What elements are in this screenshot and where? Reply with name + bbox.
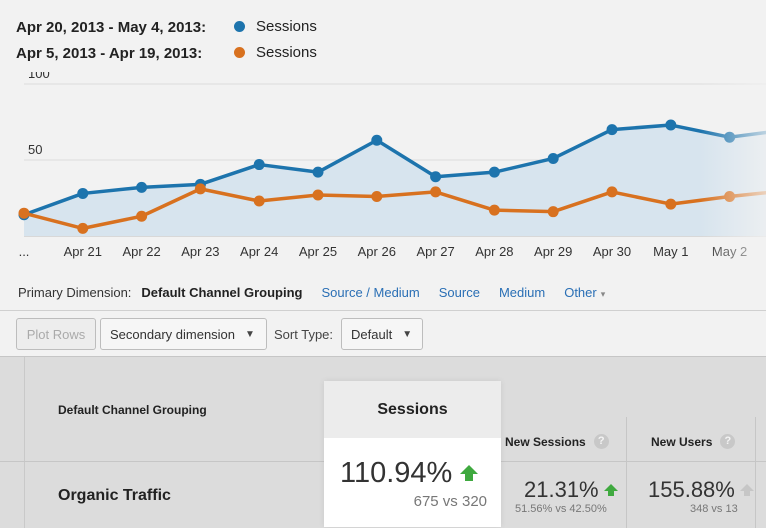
legend-range-previous: Apr 5, 2013 - Apr 19, 2013: [16, 44, 203, 62]
chevron-down-icon: ▾ [600, 289, 606, 299]
up-arrow-icon [460, 465, 479, 481]
sessions-column-highlight: Sessions 110.94% 675 vs 320 [324, 381, 501, 527]
dimension-source-link[interactable]: Source [438, 285, 480, 300]
table-toolbar: Plot Rows Secondary dimension ▼ Sort Typ… [0, 310, 766, 357]
data-point[interactable] [371, 190, 383, 202]
x-tick-label: Apr 27 [416, 244, 454, 259]
dimension-default-channel-grouping[interactable]: Default Channel Grouping [141, 285, 303, 300]
sessions-value: 110.94% [340, 457, 479, 490]
data-point[interactable] [488, 166, 500, 178]
column-divider [626, 417, 627, 528]
x-tick-label: Apr 23 [181, 244, 219, 259]
new-users-compare: 348 vs 13 [690, 503, 738, 515]
data-point[interactable] [312, 189, 324, 201]
x-tick-label: May 1 [653, 244, 688, 259]
series-line-previous [23, 187, 766, 231]
legend-row-previous: Apr 5, 2013 - Apr 19, 2013: Sessions [16, 43, 317, 63]
x-tick-label: Apr 21 [64, 244, 102, 259]
sort-type-value: Default [351, 326, 393, 342]
data-point[interactable] [430, 171, 442, 183]
new-sessions-percent: 21.31% [524, 477, 599, 502]
sessions-compare: 675 vs 320 [413, 493, 487, 510]
x-tick-label: Apr 30 [593, 244, 631, 259]
data-point[interactable] [136, 181, 148, 193]
help-icon[interactable]: ? [720, 434, 736, 449]
header-default-channel-grouping[interactable]: Default Channel Grouping [58, 403, 207, 417]
sort-type-label: Sort Type: [274, 327, 334, 342]
data-point[interactable] [18, 207, 30, 219]
header-new-sessions[interactable]: New Sessions ? [505, 434, 609, 449]
legend-series-current: Sessions [256, 18, 317, 35]
dropdown-arrow-icon: ▼ [402, 328, 413, 340]
data-point[interactable] [606, 186, 618, 198]
data-point[interactable] [430, 186, 442, 198]
sort-type-dropdown[interactable]: Default ▼ [341, 318, 423, 350]
data-point[interactable] [547, 152, 559, 164]
plot-rows-button[interactable]: Plot Rows [16, 318, 96, 350]
data-point[interactable] [665, 119, 677, 131]
x-tick-label: ... [19, 244, 30, 259]
legend-dot-previous-icon [234, 47, 245, 58]
data-point[interactable] [77, 187, 89, 199]
header-new-users[interactable]: New Users ? [651, 434, 736, 449]
legend-row-current: Apr 20, 2013 - May 4, 2013: Sessions [16, 17, 317, 37]
sessions-percent: 110.94% [340, 457, 453, 489]
sessions-area [24, 125, 766, 236]
data-point[interactable] [606, 124, 618, 136]
data-point[interactable] [371, 134, 383, 146]
y-tick-label: 50 [28, 142, 42, 157]
x-tick-label: Apr 28 [475, 244, 513, 259]
y-tick-label: 100 [28, 72, 50, 81]
sessions-line-chart[interactable]: 100 50... Apr 21 Apr 22 Apr 23 Apr 24 Apr 25 Ap… [0, 72, 766, 272]
data-point[interactable] [547, 206, 559, 218]
data-point[interactable] [312, 166, 324, 178]
legend-range-current: Apr 20, 2013 - May 4, 2013: [16, 18, 207, 36]
data-point[interactable] [77, 222, 89, 234]
x-tick-label: Apr 22 [122, 244, 160, 259]
dropdown-arrow-icon: ▼ [245, 328, 255, 340]
x-tick-label: Apr 26 [358, 244, 396, 259]
dimension-source-medium-link[interactable]: Source / Medium [321, 285, 420, 300]
chart-fade-overlay [700, 72, 766, 272]
data-point[interactable] [253, 195, 265, 207]
column-divider [755, 417, 756, 528]
data-point[interactable] [253, 159, 265, 171]
header-sessions[interactable]: Sessions [324, 381, 501, 438]
up-arrow-icon [739, 484, 754, 496]
data-point[interactable] [194, 183, 206, 195]
up-arrow-icon [603, 484, 618, 496]
x-tick-label: Apr 29 [534, 244, 572, 259]
header-new-users-label: New Users [651, 434, 713, 449]
legend-series-previous: Sessions [256, 44, 317, 61]
header-new-sessions-label: New Sessions [505, 434, 586, 449]
group-column [24, 357, 325, 528]
help-icon[interactable]: ? [593, 434, 609, 449]
legend-dot-current-icon [234, 21, 245, 32]
data-point[interactable] [488, 204, 500, 216]
dimension-medium-link[interactable]: Medium [498, 285, 546, 300]
new-sessions-compare: 51.56% vs 42.50% [515, 503, 607, 515]
data-point[interactable] [136, 210, 148, 222]
new-users-percent: 155.88% [648, 477, 735, 502]
new-users-value: 155.88% [648, 477, 754, 503]
series-line-current [23, 123, 766, 217]
data-point[interactable] [665, 198, 677, 210]
primary-dimension-label: Primary Dimension: [18, 285, 132, 300]
secondary-dimension-label: Secondary dimension [110, 326, 236, 342]
x-tick-label: Apr 25 [299, 244, 337, 259]
x-tick-label: Apr 24 [240, 244, 278, 259]
secondary-dimension-dropdown[interactable]: Secondary dimension ▼ [100, 318, 267, 350]
dimension-other-dropdown[interactable]: Other ▾ [564, 285, 605, 300]
row-organic-traffic[interactable]: Organic Traffic [58, 487, 171, 504]
dimension-other-label: Other [564, 285, 597, 300]
primary-dimension-bar: Primary Dimension: Default Channel Group… [18, 285, 605, 300]
new-sessions-value: 21.31% [524, 477, 618, 503]
